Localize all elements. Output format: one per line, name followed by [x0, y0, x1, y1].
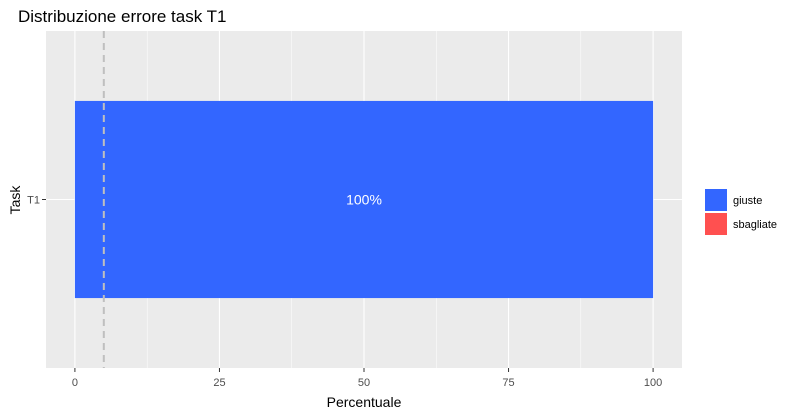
- chart-title: Distribuzione errore task T1: [18, 7, 227, 26]
- y-axis: T1: [27, 195, 46, 207]
- x-tick-label: 25: [213, 377, 225, 389]
- x-axis: 0 25 50 75 100: [72, 368, 662, 389]
- x-axis-title: Percentuale: [327, 394, 402, 410]
- legend: giuste sbagliate: [705, 189, 777, 235]
- data-labels: 100%: [346, 192, 382, 208]
- legend-key-giuste: [705, 189, 727, 211]
- y-tick-label: T1: [27, 195, 40, 207]
- x-tick-label: 0: [72, 377, 78, 389]
- legend-key-sbagliate: [705, 213, 727, 235]
- legend-label-sbagliate: sbagliate: [733, 219, 777, 231]
- legend-label-giuste: giuste: [733, 195, 762, 207]
- y-axis-title: Task: [7, 185, 23, 215]
- x-tick-label: 100: [644, 377, 662, 389]
- x-tick-label: 50: [358, 377, 370, 389]
- bars: [74, 100, 654, 299]
- bar-giuste: [74, 100, 654, 299]
- x-tick-label: 75: [502, 377, 514, 389]
- data-label-giuste: 100%: [346, 192, 382, 208]
